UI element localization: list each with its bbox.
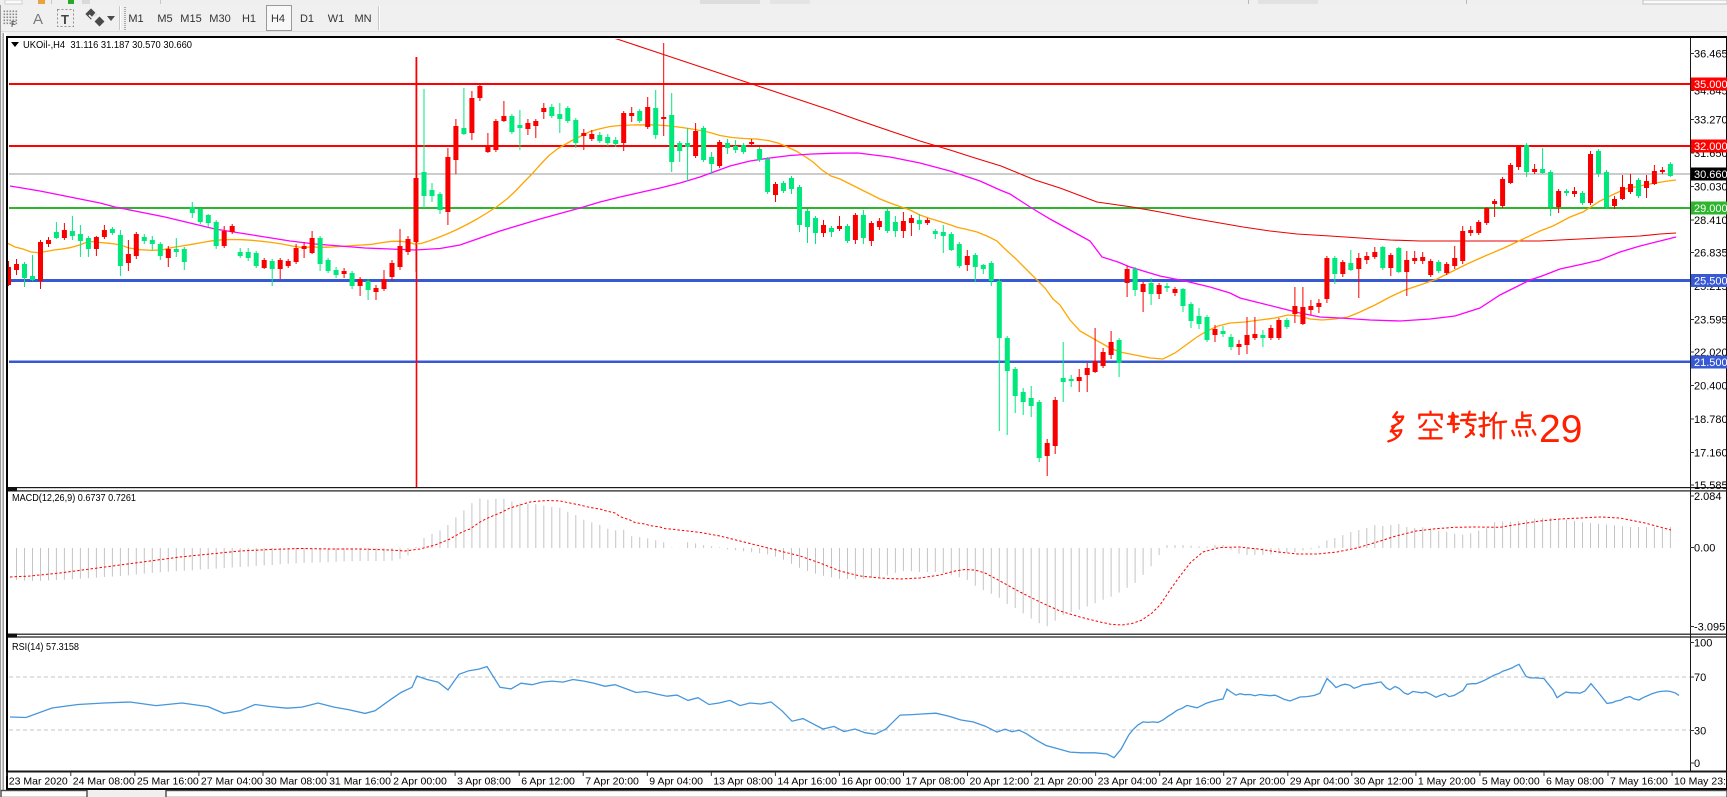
svg-text:6 May 08:00: 6 May 08:00 <box>1546 776 1604 788</box>
svg-text:13 Apr 08:00: 13 Apr 08:00 <box>713 776 773 788</box>
svg-text:D1: D1 <box>300 13 314 25</box>
svg-text:9 Apr 04:00: 9 Apr 04:00 <box>649 776 703 788</box>
svg-text:26.835: 26.835 <box>1694 248 1727 260</box>
svg-text:29.000: 29.000 <box>1694 203 1727 215</box>
svg-text:A: A <box>33 11 43 28</box>
svg-text:7 Apr 20:00: 7 Apr 20:00 <box>585 776 639 788</box>
svg-text:14 Apr 16:00: 14 Apr 16:00 <box>777 776 837 788</box>
svg-text:30.660: 30.660 <box>1694 169 1727 181</box>
svg-text:10 May 23:00: 10 May 23:00 <box>1674 776 1727 788</box>
svg-text:T: T <box>61 12 69 27</box>
svg-text:23.595: 23.595 <box>1694 315 1727 327</box>
svg-text:25 Mar 16:00: 25 Mar 16:00 <box>137 776 199 788</box>
svg-text:23 Apr 04:00: 23 Apr 04:00 <box>1098 776 1158 788</box>
svg-text:29 Apr 04:00: 29 Apr 04:00 <box>1290 776 1350 788</box>
svg-text:UKOil-,H4 31.116 31.187 30.57: UKOil-,H4 31.116 31.187 30.570 30.660 <box>23 40 192 51</box>
svg-text:M1: M1 <box>128 13 143 25</box>
svg-text:24 Mar 08:00: 24 Mar 08:00 <box>73 776 135 788</box>
svg-text:2.084: 2.084 <box>1694 491 1722 503</box>
svg-text:MACD(12,26,9) 0.6737 0.7261: MACD(12,26,9) 0.6737 0.7261 <box>12 492 136 504</box>
svg-text:36.465: 36.465 <box>1694 49 1727 61</box>
svg-text:2 Apr 00:00: 2 Apr 00:00 <box>393 776 447 788</box>
svg-text:7 May 16:00: 7 May 16:00 <box>1610 776 1668 788</box>
svg-text:18.780: 18.780 <box>1694 414 1727 426</box>
svg-text:15.585: 15.585 <box>1694 480 1727 492</box>
svg-text:H1: H1 <box>242 13 256 25</box>
svg-text:29: 29 <box>1539 408 1582 451</box>
svg-text:23 Mar 2020: 23 Mar 2020 <box>9 776 68 788</box>
svg-text:-3.0957: -3.0957 <box>1694 622 1727 634</box>
svg-text:21 Apr 20:00: 21 Apr 20:00 <box>1034 776 1094 788</box>
svg-text:1 May 20:00: 1 May 20:00 <box>1418 776 1476 788</box>
svg-text:H4: H4 <box>271 13 285 25</box>
svg-text:100: 100 <box>1694 638 1712 650</box>
svg-text:M30: M30 <box>209 13 230 25</box>
svg-text:30.030: 30.030 <box>1694 182 1727 194</box>
svg-text:24 Apr 16:00: 24 Apr 16:00 <box>1162 776 1222 788</box>
svg-text:30 Apr 12:00: 30 Apr 12:00 <box>1354 776 1414 788</box>
svg-text:16 Apr 00:00: 16 Apr 00:00 <box>841 776 901 788</box>
svg-text:20 Apr 12:00: 20 Apr 12:00 <box>970 776 1030 788</box>
svg-text:RSI(14) 57.3158: RSI(14) 57.3158 <box>12 641 79 653</box>
svg-text:25.500: 25.500 <box>1694 276 1727 288</box>
svg-text:0.00: 0.00 <box>1694 543 1715 555</box>
svg-text:3 Apr 08:00: 3 Apr 08:00 <box>457 776 511 788</box>
svg-text:5 May 00:00: 5 May 00:00 <box>1482 776 1540 788</box>
svg-text:30 Mar 08:00: 30 Mar 08:00 <box>265 776 327 788</box>
svg-text:31 Mar 16:00: 31 Mar 16:00 <box>329 776 391 788</box>
svg-text:17.160: 17.160 <box>1694 448 1727 460</box>
svg-text:21.500: 21.500 <box>1694 357 1727 369</box>
svg-text:F: F <box>11 20 16 29</box>
svg-text:28.410: 28.410 <box>1694 215 1727 227</box>
svg-text:35.000: 35.000 <box>1694 79 1727 91</box>
svg-text:27 Mar 04:00: 27 Mar 04:00 <box>201 776 263 788</box>
svg-text:M15: M15 <box>180 13 201 25</box>
svg-text:0: 0 <box>1694 758 1700 770</box>
svg-text:MN: MN <box>354 13 371 25</box>
svg-text:27 Apr 20:00: 27 Apr 20:00 <box>1226 776 1286 788</box>
svg-text:32.000: 32.000 <box>1694 141 1727 153</box>
svg-text:20.400: 20.400 <box>1694 381 1727 393</box>
svg-text:30: 30 <box>1694 726 1706 738</box>
svg-text:M5: M5 <box>157 13 172 25</box>
svg-text:W1: W1 <box>328 13 345 25</box>
svg-text:17 Apr 08:00: 17 Apr 08:00 <box>906 776 966 788</box>
svg-text:33.270: 33.270 <box>1694 115 1727 127</box>
svg-text:70: 70 <box>1694 672 1706 684</box>
svg-text:6 Apr 12:00: 6 Apr 12:00 <box>521 776 575 788</box>
